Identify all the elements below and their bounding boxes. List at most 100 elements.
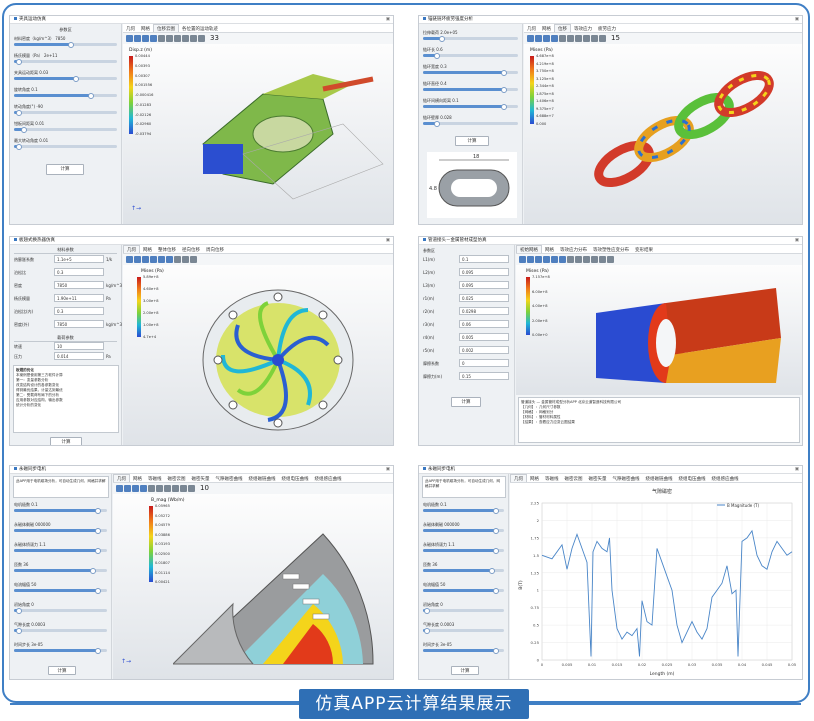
tab-item[interactable]: 网格 [545, 248, 554, 253]
tab-item[interactable]: 网格 [530, 477, 539, 482]
slider-thumb[interactable] [94, 647, 101, 654]
slider-thumb[interactable] [21, 126, 28, 133]
3d-viewport[interactable]: Mises (Pa) 4.687e+8 4.219e+8 3.750e+8 3.125… [524, 44, 802, 224]
tab-item[interactable]: 绕组电压曲线 [281, 477, 309, 482]
first-frame-icon[interactable] [182, 256, 189, 263]
slider-track[interactable] [14, 607, 107, 614]
tab-item[interactable]: 位移 [554, 24, 571, 32]
tab-item[interactable]: 气隙磁密曲线 [215, 477, 243, 482]
fit-icon[interactable] [140, 485, 147, 492]
slider-track[interactable] [423, 647, 504, 654]
tab-item[interactable]: 等效塑性应变分布 [593, 248, 629, 253]
tab-item[interactable]: 磁密云图 [167, 477, 186, 482]
slider-track[interactable] [423, 527, 504, 534]
tab-item[interactable]: 几何 [126, 27, 135, 32]
prev-frame-icon[interactable] [575, 35, 582, 42]
slider-thumb[interactable] [424, 627, 431, 634]
slider-track[interactable] [14, 567, 107, 574]
field-input[interactable]: 0.025 [459, 294, 509, 302]
field-input[interactable]: 0.002 [459, 346, 509, 354]
view-icon[interactable] [527, 35, 534, 42]
field-input[interactable]: 0.15 [459, 372, 509, 380]
fit-icon[interactable] [543, 256, 550, 263]
slider-track[interactable] [423, 607, 504, 614]
slider-thumb[interactable] [16, 143, 23, 150]
prev-frame-icon[interactable] [583, 256, 590, 263]
prev-frame-icon[interactable] [174, 35, 181, 42]
slider-thumb[interactable] [72, 75, 79, 82]
field-input[interactable]: 0.3 [54, 268, 104, 276]
slider-track[interactable] [14, 109, 117, 116]
section-icon[interactable] [158, 256, 165, 263]
close-icon[interactable]: ▣ [385, 467, 390, 472]
field-input[interactable]: 0.0298 [459, 307, 509, 315]
field-input[interactable]: 0.005 [459, 333, 509, 341]
slider-thumb[interactable] [67, 41, 74, 48]
tab-item[interactable]: 几何 [113, 474, 130, 482]
tab-item[interactable]: 网格 [143, 248, 152, 253]
first-frame-icon[interactable] [156, 485, 163, 492]
slider-thumb[interactable] [15, 627, 22, 634]
3d-viewport[interactable]: Mises (Pa) 5.89e+8 4.60e+8 3.00e+8 2.00e+8 1… [123, 265, 393, 445]
slider-track[interactable] [14, 41, 117, 48]
view-icon[interactable] [126, 256, 133, 263]
last-frame-icon[interactable] [607, 256, 614, 263]
slider-thumb[interactable] [488, 567, 495, 574]
tab-item[interactable]: 绕组感应曲线 [314, 477, 342, 482]
rotate-icon[interactable] [142, 256, 149, 263]
3d-viewport[interactable]: B_mag (Wb/m) 0.05965 0.05272 0.04579 0.0388… [113, 494, 393, 679]
slider-thumb[interactable] [492, 527, 499, 534]
tab-item[interactable]: 各位置的运动轨迹 [182, 27, 218, 32]
close-icon[interactable]: ▣ [794, 238, 799, 243]
rotate-icon[interactable] [535, 256, 542, 263]
tab-item[interactable]: 周向位移 [206, 248, 224, 253]
play-icon[interactable] [172, 485, 179, 492]
air-gap-flux-chart[interactable]: 气隙磁密 0 0.25 0.5 0.75 1 1.25 1.5 1.75 2 2.25 0 0.00… [512, 485, 802, 679]
tab-item[interactable]: 几何 [527, 27, 536, 32]
tab-item[interactable]: 网格 [542, 27, 551, 32]
slider-track[interactable] [14, 647, 107, 654]
tab-item[interactable]: 网格 [133, 477, 142, 482]
close-icon[interactable]: ▣ [794, 17, 799, 22]
field-input[interactable]: 0.014 [54, 352, 104, 360]
compute-button[interactable]: 计算 [451, 397, 481, 407]
slider-track[interactable] [14, 627, 107, 634]
compute-button[interactable]: 计算 [48, 666, 76, 675]
tab-item[interactable]: 绕组感应曲线 [711, 477, 739, 482]
slider-track[interactable] [423, 567, 504, 574]
zoom-icon[interactable] [124, 485, 131, 492]
fit-icon[interactable] [551, 35, 558, 42]
slider-track[interactable] [14, 143, 117, 150]
mesh-icon[interactable] [559, 256, 566, 263]
play-icon[interactable] [182, 35, 189, 42]
tab-item[interactable]: 绕组电压曲线 [678, 477, 706, 482]
next-frame-icon[interactable] [599, 256, 606, 263]
slider-track[interactable] [423, 103, 518, 110]
slider-track[interactable] [14, 126, 117, 133]
fit-icon[interactable] [150, 35, 157, 42]
field-input[interactable]: 0.06 [459, 320, 509, 328]
reset-icon[interactable] [158, 35, 165, 42]
tab-item[interactable]: 网格 [141, 27, 150, 32]
tab-item[interactable]: 磁密矢量 [191, 477, 210, 482]
tab-item[interactable]: 位移云图 [153, 24, 179, 32]
zoom-icon[interactable] [134, 35, 141, 42]
tab-item[interactable]: 变形结果 [635, 248, 653, 253]
field-input[interactable]: 7850 [54, 320, 104, 328]
reset-icon[interactable] [559, 35, 566, 42]
compute-button[interactable]: 计算 [46, 164, 84, 175]
slider-thumb[interactable] [500, 69, 507, 76]
slider-thumb[interactable] [16, 58, 23, 65]
zoom-icon[interactable] [134, 256, 141, 263]
slider-thumb[interactable] [88, 92, 95, 99]
tab-item[interactable]: 绕组磁链曲线 [248, 477, 276, 482]
first-frame-icon[interactable] [567, 35, 574, 42]
slider-thumb[interactable] [94, 587, 101, 594]
slider-track[interactable] [14, 547, 107, 554]
last-frame-icon[interactable] [198, 35, 205, 42]
mesh-icon[interactable] [166, 256, 173, 263]
rotate-icon[interactable] [543, 35, 550, 42]
slider-track[interactable] [423, 86, 518, 93]
tab-item[interactable]: 等效应力 [574, 27, 592, 32]
field-input[interactable]: 0.095 [459, 268, 509, 276]
